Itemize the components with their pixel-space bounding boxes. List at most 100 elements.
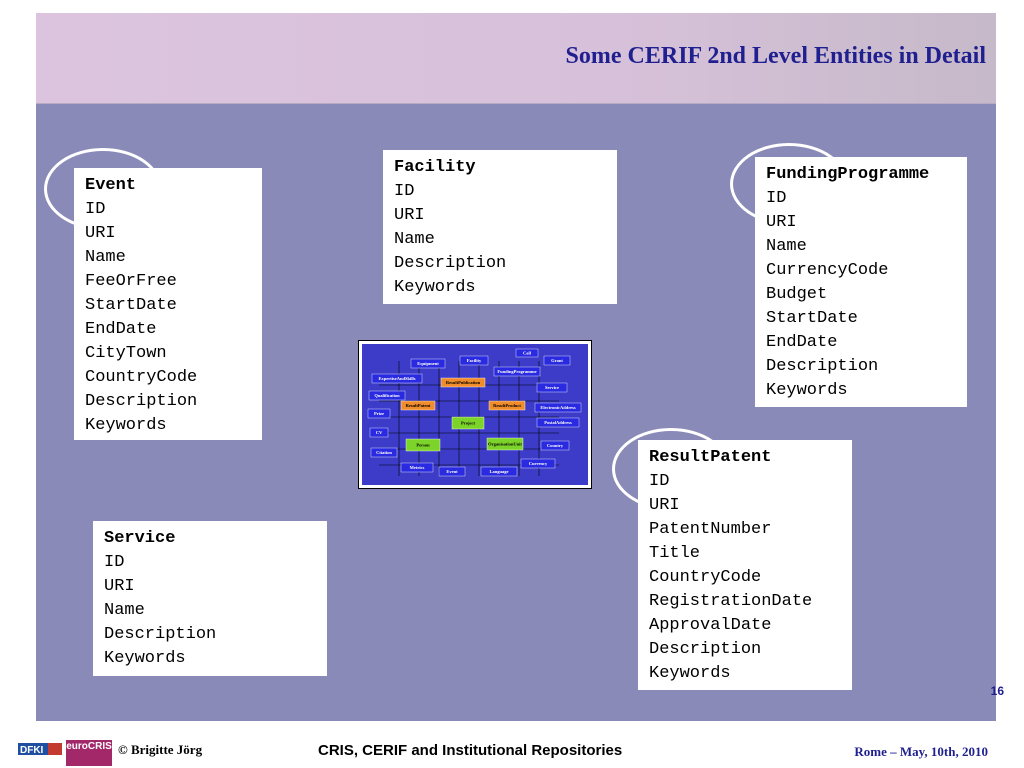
entity-attribute: Description (766, 357, 879, 376)
footer-date: Rome – May, 10th, 2010 (854, 744, 988, 759)
entity-facility: Facility ID URI Name Description Keyword… (383, 150, 617, 304)
diagram-node-label: ResultPublication (446, 380, 481, 385)
diagram-node: Language (480, 466, 518, 477)
diagram-node-label: OrganisationUnit (488, 442, 522, 447)
cerif-model-diagram: Call Equipment Facility Grant FundingProgram… (358, 340, 592, 489)
entity-attribute: Name (766, 237, 807, 256)
entity-attribute: URI (85, 224, 116, 243)
entity-attribute: EndDate (85, 320, 157, 339)
diagram-node: PostalAddress (536, 417, 580, 428)
entity-attribute: RegistrationDate (649, 592, 813, 611)
diagram-node: Prize (367, 408, 391, 419)
entity-name: Facility (394, 158, 476, 177)
diagram-node-label: ResultProduct (493, 403, 521, 408)
entity-attribute: Keywords (85, 416, 167, 435)
diagram-node: Service (536, 382, 568, 393)
diagram-node: Citation (370, 447, 398, 458)
diagram-node-label: Qualification (374, 393, 400, 398)
diagram-node-box (405, 438, 441, 452)
entity-name: ResultPatent (649, 448, 772, 467)
entity-attribute: Title (649, 544, 701, 563)
entity-attribute: Description (85, 392, 198, 411)
entity-name: Event (85, 176, 137, 195)
entity-attribute: URI (649, 496, 680, 515)
diagram-node: Equipment (410, 358, 446, 369)
diagram-node-label: ExpertiseAndSkills (378, 376, 415, 381)
dfki-logo: DFKI (18, 742, 64, 756)
entity-service: Service ID URI Name Description Keywords (93, 521, 327, 676)
entity-attribute: ID (394, 182, 415, 201)
diagram-node: Person (405, 438, 441, 452)
diagram-node: ResultPatent (400, 400, 436, 411)
diagram-node-label: Language (489, 469, 508, 474)
entity-attribute: ID (104, 553, 125, 572)
diagram-node-box (400, 462, 434, 473)
diagram-node-label: Grant (551, 358, 563, 363)
entity-attribute: EndDate (766, 333, 838, 352)
diagram-node-box (438, 466, 466, 477)
entity-fundingprogramme: FundingProgramme ID URI Name CurrencyCod… (755, 157, 967, 407)
diagram-node-label: PostalAddress (544, 420, 572, 425)
diagram-node-box (520, 458, 556, 469)
diagram-node-label: Country (547, 443, 564, 448)
entity-attribute: StartDate (85, 296, 177, 315)
diagram-node-label: Person (416, 443, 430, 448)
diagram-node: Event (438, 466, 466, 477)
diagram-node-label: Facility (467, 358, 482, 363)
cerif-diagram-svg: Call Equipment Facility Grant FundingProgram… (362, 344, 588, 485)
diagram-node-label: FundingProgramme (497, 369, 536, 374)
entity-attribute: Keywords (766, 381, 848, 400)
diagram-node: Facility (459, 355, 489, 366)
diagram-node-box (370, 447, 398, 458)
diagram-node-box (536, 417, 580, 428)
entity-attribute: StartDate (766, 309, 858, 328)
diagram-node-box (536, 382, 568, 393)
entity-attribute: Description (104, 625, 217, 644)
diagram-node-box (459, 355, 489, 366)
copyright-text: © Brigitte Jörg (118, 742, 203, 757)
entity-attribute: CurrencyCode (766, 261, 889, 280)
diagram-node: CV (369, 427, 389, 438)
entity-attribute: Keywords (104, 649, 186, 668)
diagram-node-box (368, 390, 406, 401)
diagram-node-box (400, 400, 436, 411)
diagram-node-box (480, 466, 518, 477)
entity-attribute: CountryCode (85, 368, 198, 387)
entity-attribute: ID (766, 189, 787, 208)
diagram-node: Project (451, 416, 485, 430)
diagram-node-label: Citation (376, 450, 392, 455)
diagram-node-label: Metrics (410, 465, 425, 470)
entity-attribute: Keywords (394, 278, 476, 297)
entity-attribute: ApprovalDate (649, 616, 772, 635)
diagram-node: Currency (520, 458, 556, 469)
diagram-node-label: Currency (529, 461, 548, 466)
entity-attribute: Budget (766, 285, 828, 304)
diagram-node-label: ResultPatent (406, 403, 431, 408)
diagram-node-label: Project (461, 421, 475, 426)
diagram-node-box (515, 348, 539, 358)
entity-attribute: CountryCode (649, 568, 762, 587)
eurocris-logo: euroCRIS (66, 740, 112, 766)
diagram-node-box (493, 366, 541, 377)
diagram-node-box (451, 416, 485, 430)
svg-text:DFKI: DFKI (20, 745, 44, 756)
diagram-node: ExpertiseAndSkills (371, 373, 423, 384)
diagram-node-box (534, 402, 582, 413)
entity-attribute: URI (766, 213, 797, 232)
diagram-node: Metrics (400, 462, 434, 473)
entity-attribute: Description (394, 254, 507, 273)
slide-title: Some CERIF 2nd Level Entities in Detail (565, 43, 986, 69)
diagram-node-box (486, 437, 524, 451)
eurocris-logo-text: euroCRIS (66, 741, 112, 752)
diagram-node: ResultPublication (440, 377, 486, 388)
diagram-node-label: Service (545, 385, 559, 390)
entity-attribute: Name (394, 230, 435, 249)
diagram-node: FundingProgramme (493, 366, 541, 377)
entity-event: Event ID URI Name FeeOrFree StartDate En… (74, 168, 262, 440)
entity-attribute: URI (394, 206, 425, 225)
entity-attribute: ID (649, 472, 670, 491)
entity-name: FundingProgramme (766, 165, 930, 184)
entity-name: Service (104, 529, 176, 548)
diagram-node-box (440, 377, 486, 388)
entity-attribute: Keywords (649, 664, 731, 683)
